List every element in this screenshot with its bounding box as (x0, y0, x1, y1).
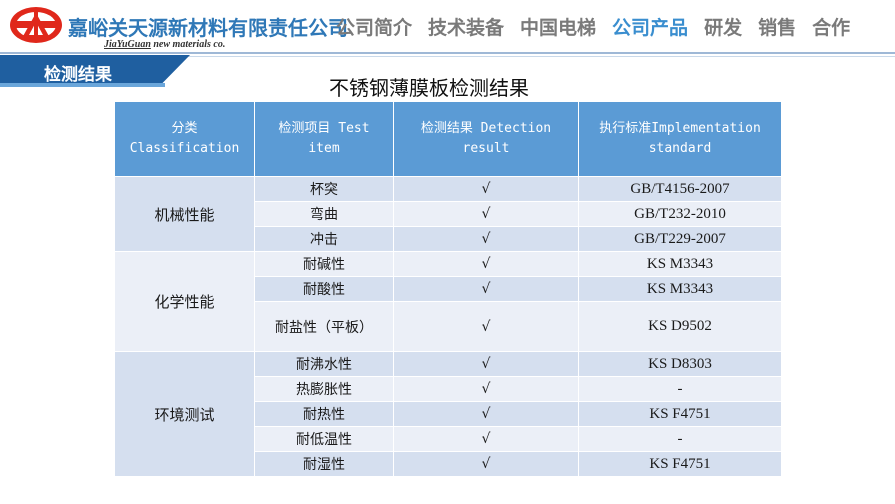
table-header-row: 分类 Classification 检测项目 Test item 检测结果 De… (114, 101, 782, 177)
site-header: 嘉峪关天源新材料有限责任公司 JiaYuGuan new materials c… (0, 0, 895, 50)
nav-item-cooperation[interactable]: 合作 (812, 17, 851, 39)
result-cell: √ (393, 251, 579, 277)
header-classification: 分类 Classification (114, 101, 255, 177)
header-line2: standard (648, 141, 712, 156)
company-en-part2: new materials co. (150, 39, 226, 50)
header-detection-result: 检测结果 Detection result (393, 101, 579, 177)
nav-item-products[interactable]: 公司产品 (612, 17, 689, 39)
standard-cell: KS F4751 (578, 451, 782, 477)
item-cell: 耐碱性 (254, 251, 394, 277)
item-cell: 冲击 (254, 226, 394, 252)
table-row: 耐低温性 √ - (115, 426, 782, 452)
nav-item-company-intro[interactable]: 公司简介 (336, 17, 413, 39)
item-cell: 耐低温性 (254, 426, 394, 452)
header-line1: 执行标准Implementation (599, 121, 761, 136)
section-tab (0, 55, 190, 86)
table-row: 化学性能 耐碱性 √ KS M3343 (114, 251, 782, 352)
header-line1: 检测结果 Detection (420, 121, 552, 136)
company-logo-icon[interactable] (8, 5, 64, 45)
header-test-item: 检测项目 Test item (254, 101, 394, 177)
table-row: 耐酸性 √ KS M3343 (115, 276, 782, 302)
table-row: 环境测试 耐沸水性 √ KS D8303 (114, 351, 782, 477)
header-line2: Classification (129, 141, 240, 156)
result-cell: √ (393, 401, 579, 427)
standard-cell: GB/T4156-2007 (578, 176, 782, 202)
nav-item-china-elevator[interactable]: 中国电梯 (520, 17, 597, 39)
standard-cell: GB/T232-2010 (578, 201, 782, 227)
header-standard: 执行标准Implementation standard (578, 101, 782, 177)
category-cell: 机械性能 (114, 176, 255, 252)
result-cell: √ (393, 276, 579, 302)
item-cell: 弯曲 (254, 201, 394, 227)
result-cell: √ (393, 451, 579, 477)
result-cell: √ (393, 176, 579, 202)
company-en-part1: JiaYuGuan (104, 39, 151, 50)
table-row: 机械性能 杯突 √ GB/T4156-2007 (114, 176, 782, 252)
company-name: 嘉峪关天源新材料有限责任公司 (68, 16, 348, 40)
header-divider (0, 52, 895, 54)
table-row: 耐热性 √ KS F4751 (115, 401, 782, 427)
item-cell: 热膨胀性 (254, 376, 394, 402)
result-cell: √ (393, 201, 579, 227)
result-cell: √ (393, 426, 579, 452)
result-cell: √ (393, 226, 579, 252)
nav-item-rnd[interactable]: 研发 (704, 17, 743, 39)
table-row: 耐盐性（平板） √ KS D9502 (115, 301, 782, 352)
result-cell: √ (393, 351, 579, 377)
nav-item-tech-equipment[interactable]: 技术装备 (428, 17, 505, 39)
item-cell: 杯突 (254, 176, 394, 202)
category-cell: 化学性能 (114, 251, 255, 352)
company-english-name: JiaYuGuan new materials co. (104, 39, 225, 50)
header-divider-secondary (0, 56, 895, 57)
item-cell: 耐沸水性 (254, 351, 394, 377)
standard-cell: - (578, 376, 782, 402)
standard-cell: KS D9502 (578, 301, 782, 352)
section-tab-underline (0, 83, 165, 87)
test-results-table: 分类 Classification 检测项目 Test item 检测结果 De… (114, 101, 782, 477)
table-row: 弯曲 √ GB/T232-2010 (115, 201, 782, 227)
nav-item-sales[interactable]: 销售 (758, 17, 797, 39)
item-cell: 耐盐性（平板） (254, 301, 394, 352)
section-tab-label: 检测结果 (44, 65, 112, 85)
standard-cell: KS F4751 (578, 401, 782, 427)
table-row: 热膨胀性 √ - (115, 376, 782, 402)
item-cell: 耐湿性 (254, 451, 394, 477)
standard-cell: KS D8303 (578, 351, 782, 377)
header-line2: result (462, 141, 510, 156)
standard-cell: KS M3343 (578, 251, 782, 277)
header-line1: 分类 (171, 121, 198, 136)
result-cell: √ (393, 301, 579, 352)
category-cell: 环境测试 (114, 351, 255, 477)
table-row: 冲击 √ GB/T229-2007 (115, 226, 782, 252)
standard-cell: GB/T229-2007 (578, 226, 782, 252)
page-title: 不锈钢薄膜板检测结果 (329, 76, 529, 100)
header-line2: item (308, 141, 340, 156)
table-row: 耐湿性 √ KS F4751 (115, 451, 782, 477)
main-nav: 公司简介 技术装备 中国电梯 公司产品 研发 销售 合作 (336, 13, 866, 40)
header-line1: 检测项目 Test (278, 121, 370, 136)
item-cell: 耐酸性 (254, 276, 394, 302)
standard-cell: KS M3343 (578, 276, 782, 302)
item-cell: 耐热性 (254, 401, 394, 427)
result-cell: √ (393, 376, 579, 402)
standard-cell: - (578, 426, 782, 452)
